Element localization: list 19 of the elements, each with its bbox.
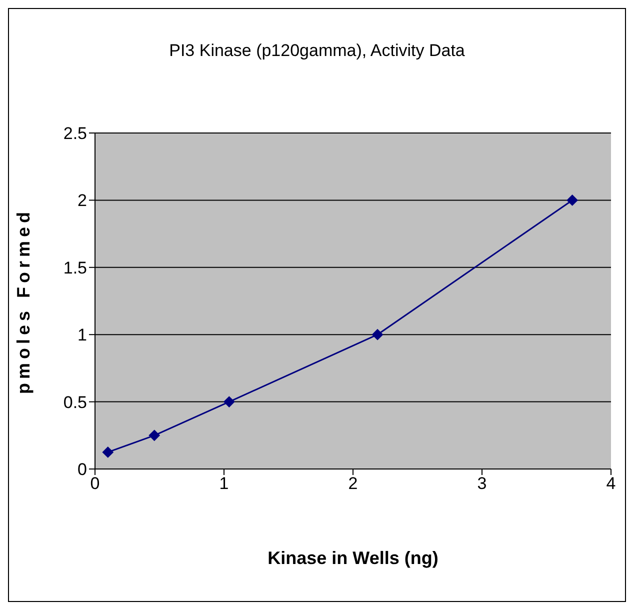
- point: [224, 396, 235, 408]
- y-tick-label: 0: [78, 460, 87, 480]
- x-tick-label: 4: [606, 474, 616, 494]
- y-tick-label: 1.5: [63, 258, 87, 278]
- x-tick-label: 1: [219, 474, 229, 494]
- x-axis-title: Kinase in Wells (ng): [268, 548, 438, 568]
- y-tick-label: 2.5: [63, 124, 87, 144]
- x-tick-label: 2: [348, 474, 358, 494]
- x-tick-label: 0: [90, 474, 100, 494]
- point: [148, 430, 160, 441]
- chart-title: PI3 Kinase (p120gamma), Activity Data: [168, 41, 466, 61]
- y-axis-title: pmoles Formed: [13, 208, 34, 394]
- point: [566, 194, 578, 206]
- y-tick-label: 2: [78, 191, 87, 210]
- point: [372, 329, 384, 340]
- x-tick-label: 3: [477, 474, 487, 494]
- y-tick-label: 1: [78, 326, 87, 345]
- point: [102, 446, 114, 458]
- y-tick-label: 0.5: [63, 392, 87, 412]
